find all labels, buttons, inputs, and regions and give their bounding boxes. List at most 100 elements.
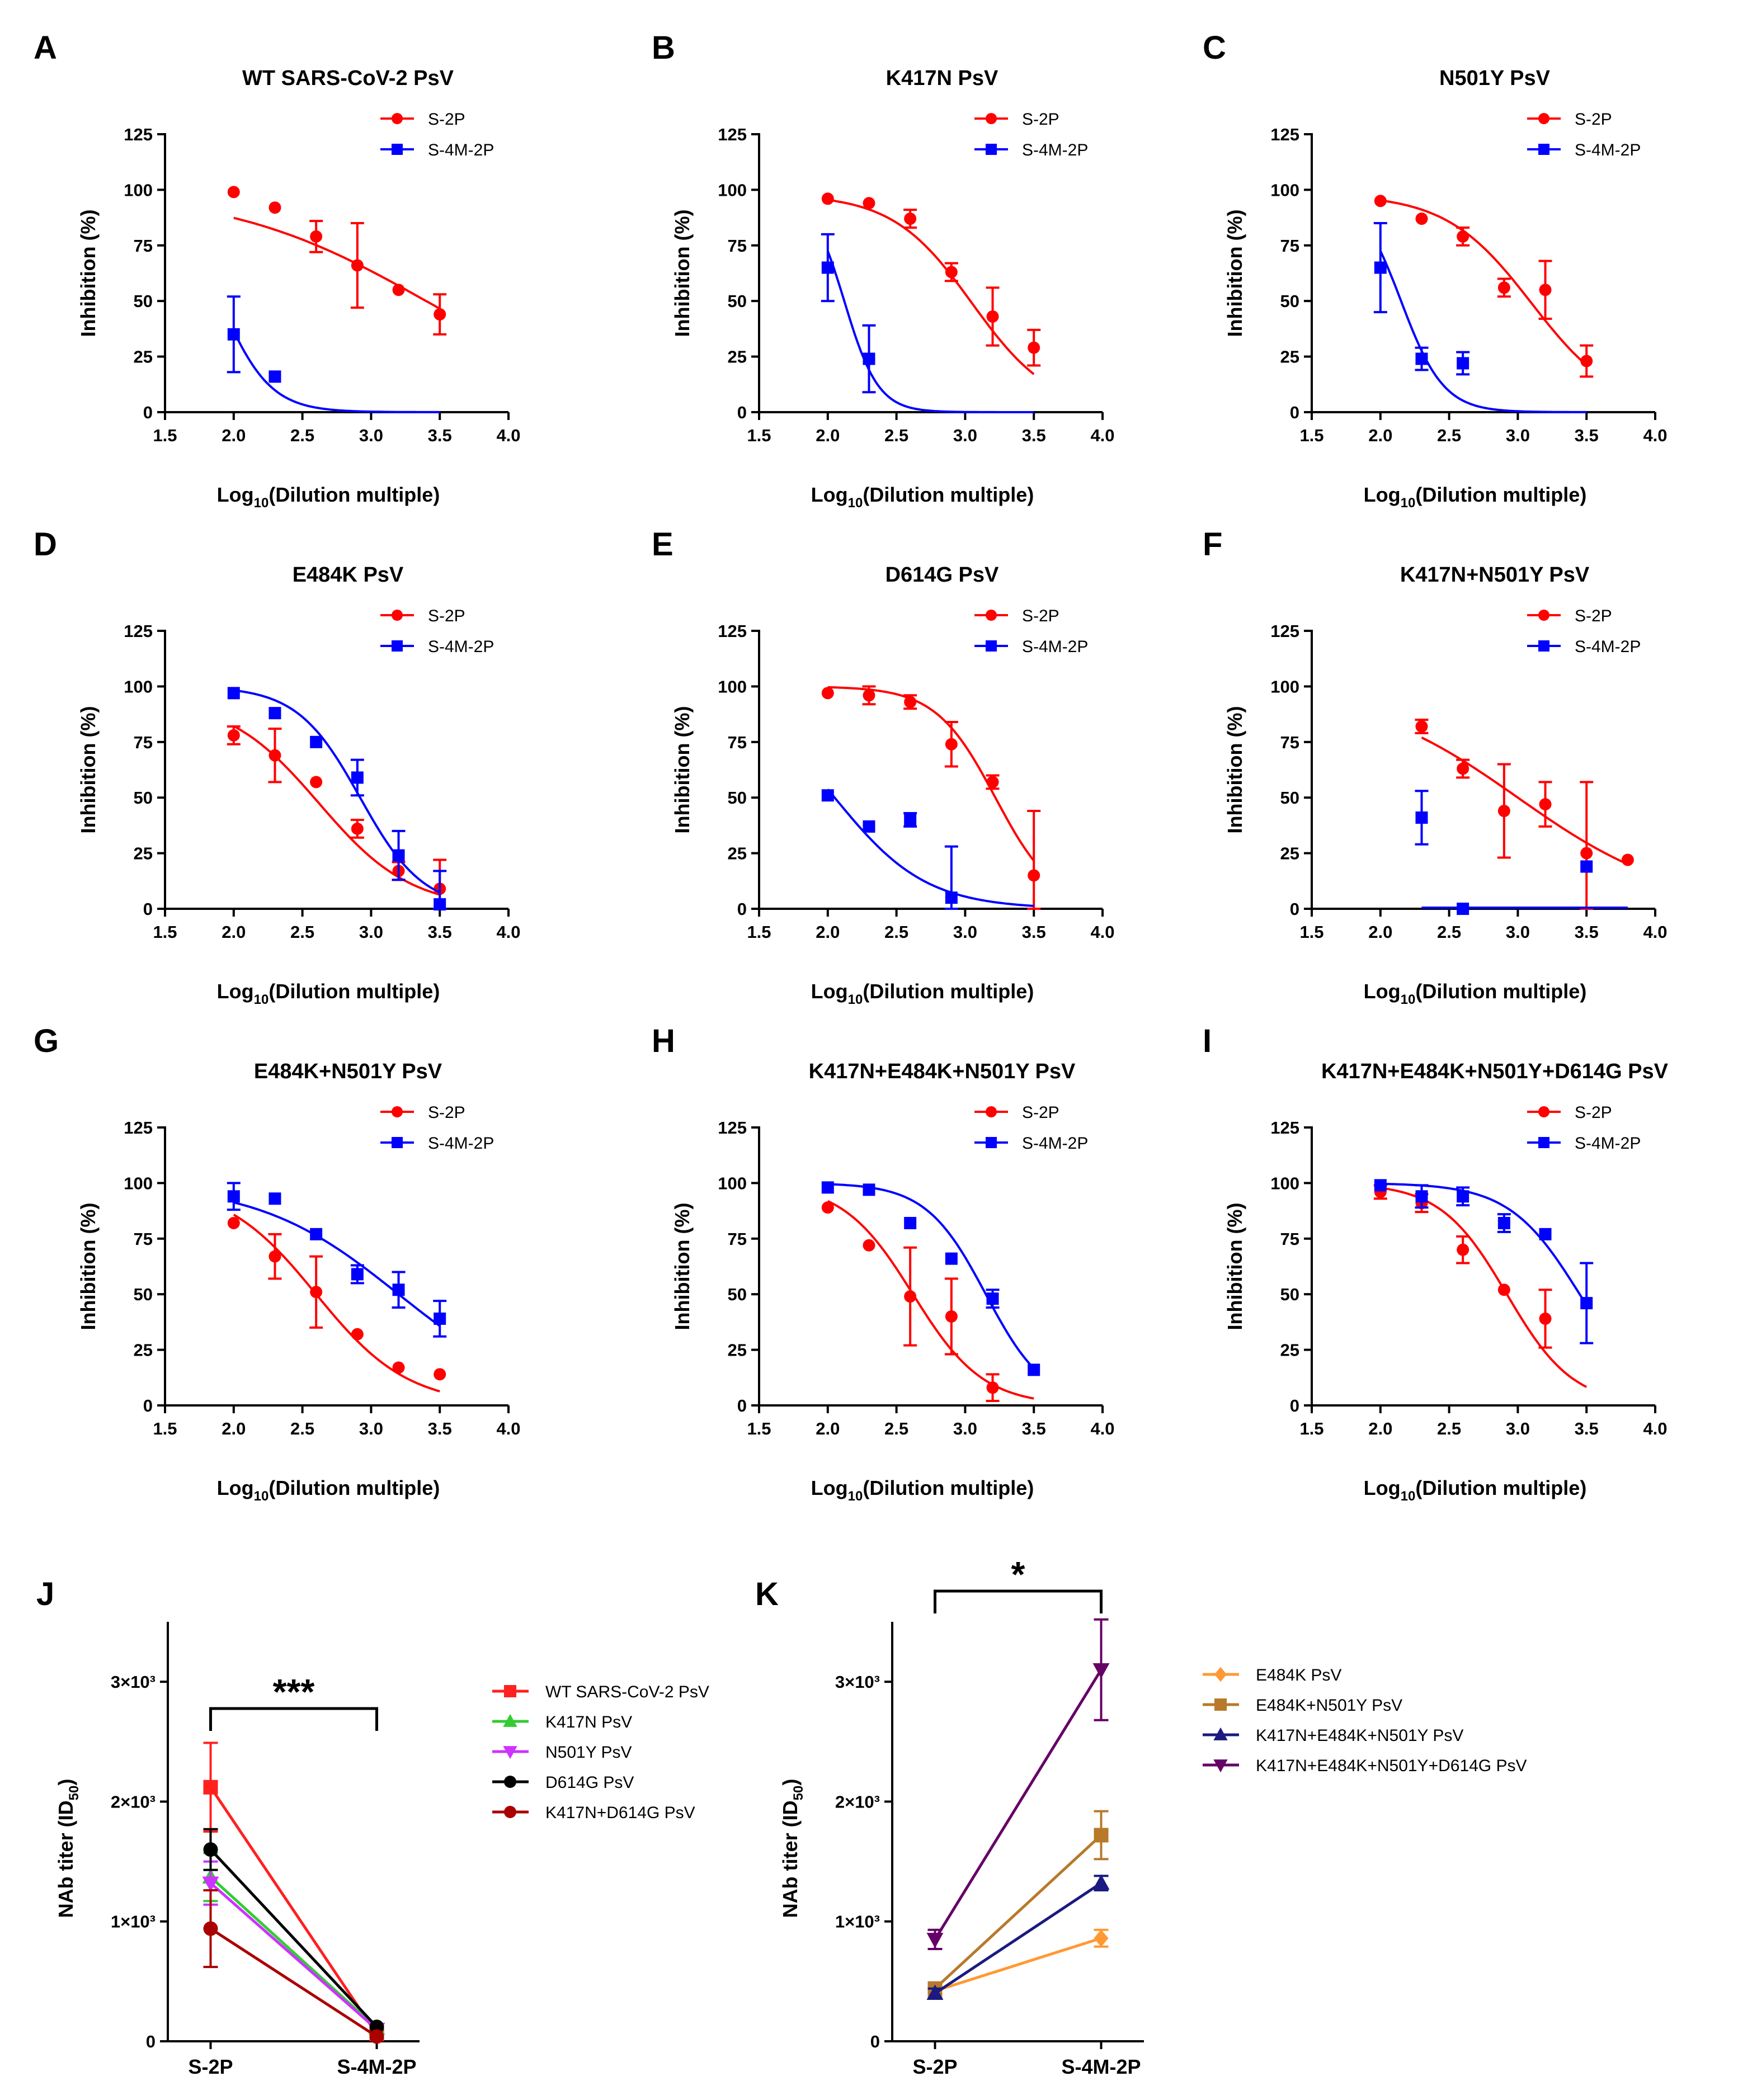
y-tick-label: 25: [134, 347, 153, 367]
data-point: [227, 729, 240, 742]
data-point: [1580, 355, 1593, 367]
y-tick-label: 50: [1280, 291, 1299, 311]
x-axis-label: Log10(Dilution multiple): [217, 980, 440, 1007]
data-point: [1580, 847, 1593, 860]
fit-curve: [827, 686, 1035, 862]
legend-marker: [986, 1106, 997, 1117]
series-S-2P: [227, 186, 447, 336]
data-point: [392, 284, 405, 296]
legend-label: E484K PsV: [1256, 1666, 1341, 1684]
y-tick-label: 50: [1280, 788, 1299, 808]
data-point: [351, 1328, 364, 1341]
data-point: [227, 186, 240, 199]
data-point: [1497, 281, 1510, 294]
x-tick-label: 2.0: [222, 1419, 246, 1438]
y-tick-label: 50: [134, 1285, 153, 1304]
y-tick-label: 75: [134, 1229, 153, 1249]
data-point: [1374, 1179, 1387, 1192]
x-tick-label: 3.5: [1575, 922, 1599, 942]
x-axis-label: Log10(Dilution multiple): [217, 483, 440, 511]
y-tick-label: 50: [1280, 1285, 1299, 1304]
data-point: [369, 2029, 384, 2044]
legend-label: K417N+E484K+N501Y+D614G PsV: [1256, 1757, 1527, 1775]
data-point: [392, 849, 405, 862]
data-point: [1457, 1243, 1469, 1256]
y-tick-label: 100: [124, 677, 153, 696]
legend-label: D614G PsV: [545, 1773, 634, 1792]
data-point: [1028, 1363, 1040, 1376]
data-point: [986, 1292, 999, 1305]
y-tick-label: 25: [1280, 347, 1299, 367]
data-point: [821, 687, 834, 700]
legend-label: S-4M-2P: [1575, 141, 1641, 159]
legend-marker: [1538, 610, 1549, 621]
data-point: [351, 822, 364, 835]
data-point: [310, 1286, 323, 1299]
y-tick-label: 100: [718, 180, 747, 200]
y-tick-label: 75: [1280, 1229, 1299, 1249]
data-point: [227, 687, 240, 700]
data-point: [863, 1183, 875, 1196]
data-point: [269, 707, 281, 720]
fit-curve: [827, 1200, 1034, 1400]
x-tick-label: 2.5: [884, 426, 908, 445]
x-tick-label: 3.5: [1022, 922, 1046, 942]
panel-letter: A: [34, 30, 57, 66]
fit-curve: [233, 216, 441, 310]
y-tick-label: 0: [143, 899, 153, 919]
data-point: [1415, 352, 1428, 365]
y-tick-label: 25: [134, 1341, 153, 1360]
data-point: [1457, 762, 1469, 775]
legend-label: S-2P: [1575, 607, 1612, 625]
y-tick-label: 125: [1270, 1118, 1299, 1138]
fit-curve: [1421, 737, 1628, 866]
legend-label: S-4M-2P: [1575, 638, 1641, 656]
data-point: [392, 1283, 405, 1296]
series-line: [209, 1786, 378, 2035]
x-tick-label: 3.0: [1506, 426, 1530, 445]
x-axis-label: Log10(Dilution multiple): [811, 980, 1034, 1007]
x-tick-label: 1.5: [153, 426, 177, 445]
data-point: [202, 1876, 219, 1892]
x-tick-label: 3.5: [1022, 426, 1046, 445]
y-axis-label: Inhibition (%): [671, 706, 694, 834]
series-S-4M-2P: [1373, 222, 1587, 413]
data-point: [1539, 1228, 1552, 1240]
y-tick-label: 100: [124, 1173, 153, 1193]
panel-title: K417N PsV: [886, 67, 998, 90]
y-axis-label: NAb titer (ID50): [54, 1779, 82, 1918]
y-tick-label: 2×10³: [111, 1792, 156, 1811]
y-tick-label: 125: [1270, 621, 1299, 641]
data-point: [1539, 798, 1552, 811]
y-tick-label: 125: [718, 1118, 747, 1138]
data-point: [863, 820, 875, 833]
x-tick-label: 3.5: [1022, 1419, 1046, 1438]
x-tick-label: 2.0: [816, 426, 840, 445]
fit-curve: [233, 330, 440, 413]
data-point: [986, 776, 999, 789]
y-tick-label: 0: [143, 1396, 153, 1415]
x-tick-label: 3.0: [359, 922, 383, 942]
data-point: [269, 1192, 281, 1205]
legend-marker: [503, 1746, 517, 1759]
y-tick-label: 2×10³: [835, 1792, 880, 1811]
data-point: [310, 230, 323, 243]
data-point: [1092, 1874, 1110, 1890]
significance-label: *: [1011, 1554, 1025, 1594]
panel-K: K 0 1×10³ 2×10³ 3×10³ S-2P S-4M-2P NAb titer (I…: [755, 1554, 1527, 2078]
series-K417N+D614G PsV: K417N+D614G PsV: [203, 1804, 695, 2044]
significance-label: ***: [273, 1672, 315, 1712]
data-point: [863, 1239, 875, 1252]
series-S-4M-2P: [227, 1182, 447, 1338]
data-point: [310, 1228, 323, 1240]
series-line: [210, 1927, 378, 2038]
legend-marker: [1538, 113, 1549, 124]
series-S-4M-2P: [1374, 1179, 1594, 1344]
y-tick-label: 0: [1290, 403, 1299, 422]
x-tick-label: 1.5: [747, 1419, 771, 1438]
series-S-2P: [1415, 719, 1634, 910]
data-point: [1457, 357, 1469, 370]
x-tick-label: 3.0: [953, 426, 977, 445]
x-tick-label: 2.0: [816, 922, 840, 942]
category-label: S-2P: [912, 2055, 957, 2078]
